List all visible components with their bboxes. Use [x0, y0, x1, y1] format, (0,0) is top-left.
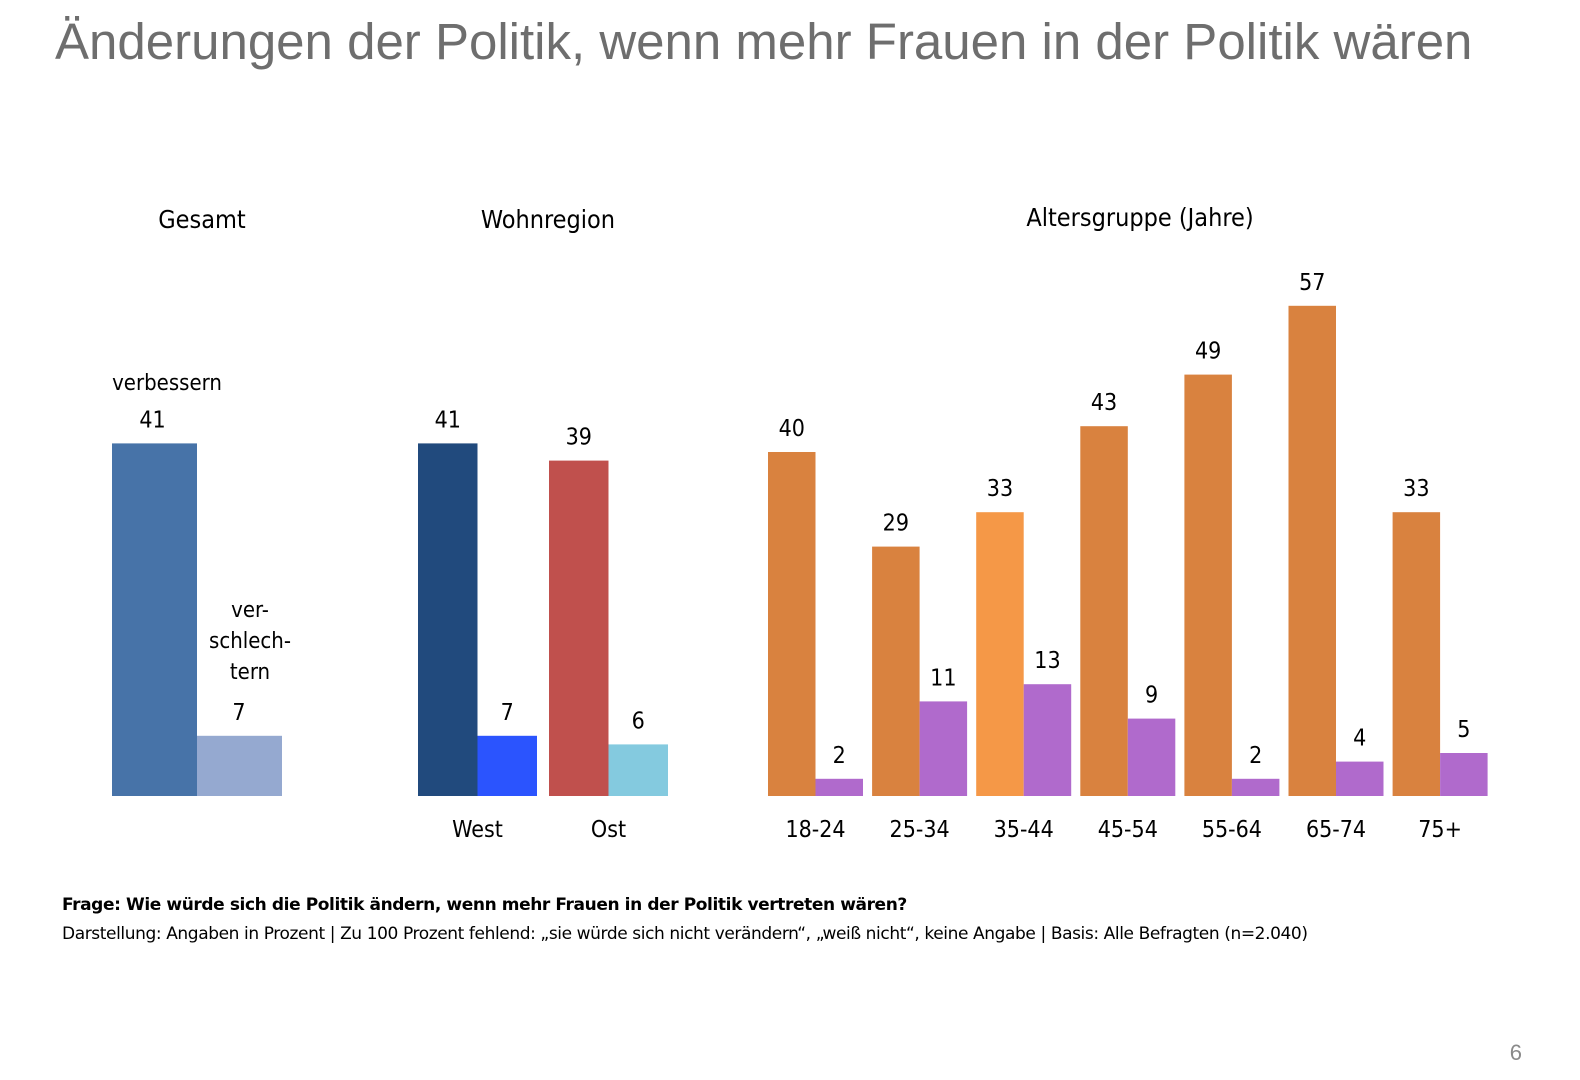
data-label-alter-verbessern: 57 [1299, 270, 1325, 296]
data-label-alter-verbessern: 40 [779, 416, 805, 442]
bar-alter-verschlechtern [1440, 753, 1488, 796]
series-label-verbessern: verbessern [112, 371, 222, 396]
data-label-alter-verbessern: 33 [987, 476, 1013, 502]
data-label-wohnregion-verschlechtern: 7 [501, 700, 514, 726]
bar-wohnregion-verschlechtern [608, 744, 668, 796]
panel-title-altersgruppe: Altersgruppe (Jahre) [1026, 203, 1253, 232]
category-label-alter: 75+ [1418, 817, 1462, 843]
category-label-alter: 35-44 [994, 817, 1054, 843]
data-label-wohnregion-verbessern: 39 [566, 425, 592, 451]
data-label-wohnregion-verschlechtern: 6 [632, 708, 645, 734]
series-label-verschlechtern-line: tern [230, 660, 270, 685]
page-title: Änderungen der Politik, wenn mehr Frauen… [55, 13, 1473, 70]
category-label-alter: 55-64 [1202, 817, 1262, 843]
bar-alter-verbessern [768, 452, 816, 796]
bar-alter-verbessern [872, 546, 920, 796]
bar-alter-verschlechtern [1023, 684, 1072, 796]
bar-wohnregion-verschlechtern [477, 735, 537, 796]
bar-wohnregion-verbessern [549, 460, 609, 796]
data-label-gesamt-verschlechtern: 7 [232, 700, 245, 726]
footnote-description: Darstellung: Angaben in Prozent | Zu 100… [62, 924, 1308, 944]
series-label-verschlechtern-line: schlech- [209, 629, 291, 654]
bar-alter-verschlechtern [1127, 718, 1176, 796]
bar-alter-verschlechtern [1336, 761, 1384, 796]
data-label-alter-verschlechtern: 2 [833, 743, 846, 769]
category-label-alter: 65-74 [1306, 817, 1366, 843]
bar-alter-verschlechtern [1231, 778, 1280, 796]
data-label-alter-verschlechtern: 2 [1249, 743, 1262, 769]
page-number: 6 [1509, 1040, 1522, 1065]
series-label-verschlechtern-line: ver- [231, 598, 269, 623]
footnote-question: Frage: Wie würde sich die Politik ändern… [62, 895, 907, 915]
bar-alter-verbessern [1392, 512, 1441, 796]
bar-gesamt-verbessern [112, 443, 197, 796]
data-label-alter-verbessern: 29 [883, 511, 909, 537]
data-label-alter-verbessern: 49 [1195, 339, 1221, 365]
bar-alter-verbessern [1080, 426, 1128, 796]
bar-wohnregion-verbessern [418, 443, 478, 796]
data-label-alter-verschlechtern: 4 [1353, 726, 1366, 752]
bar-gesamt-verschlechtern [197, 735, 282, 796]
data-label-alter-verbessern: 43 [1091, 390, 1117, 416]
data-label-wohnregion-verbessern: 41 [435, 407, 461, 433]
panel-title-wohnregion: Wohnregion [481, 205, 615, 234]
category-label-wohnregion: West [452, 817, 503, 843]
bar-alter-verschlechtern [919, 701, 968, 796]
category-label-alter: 45-54 [1098, 817, 1158, 843]
data-label-alter-verbessern: 33 [1403, 476, 1429, 502]
category-label-alter: 18-24 [785, 817, 845, 843]
chart-area: Gesamt 41 7 verbessern ver-schlech-tern Wohnr… [112, 203, 1488, 843]
category-label-wohnregion: Ost [591, 817, 626, 843]
data-label-alter-verschlechtern: 5 [1457, 717, 1470, 743]
data-label-gesamt-verbessern: 41 [139, 407, 165, 433]
panel-title-gesamt: Gesamt [158, 205, 246, 234]
bar-alter-verbessern [1288, 305, 1336, 796]
data-label-alter-verschlechtern: 9 [1145, 683, 1158, 709]
bar-alter-verbessern [976, 512, 1024, 796]
category-label-alter: 25-34 [890, 817, 950, 843]
bar-alter-verschlechtern [815, 778, 863, 796]
data-label-alter-verschlechtern: 11 [930, 665, 956, 691]
data-label-alter-verschlechtern: 13 [1034, 648, 1060, 674]
bar-alter-verbessern [1184, 374, 1232, 796]
